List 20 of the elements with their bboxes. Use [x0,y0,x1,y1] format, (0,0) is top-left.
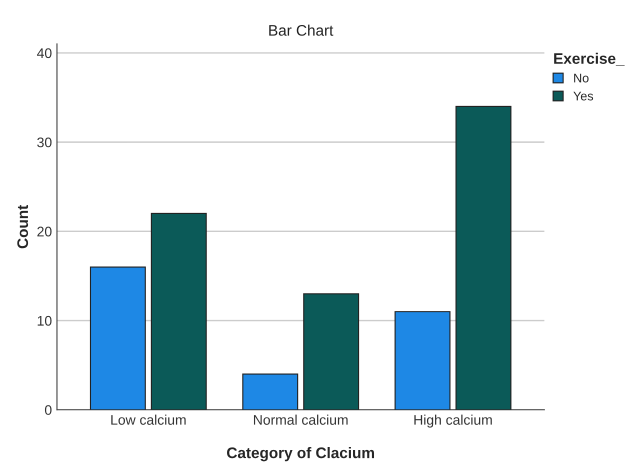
legend-label: Yes [573,92,594,100]
bar [455,106,512,410]
bar [242,374,298,410]
y-tick-label: 40 [36,48,52,58]
bar [90,266,146,410]
chart-title: Bar Chart [269,24,334,36]
y-axis-title: Count [17,204,28,248]
bar [394,311,450,410]
x-axis-title: Category of Clacium [227,447,374,462]
legend-label: No [574,74,589,82]
y-tick-label: 20 [37,226,52,236]
x-tick-label: Low calcium [111,414,186,425]
y-tick-label: 10 [38,316,52,326]
y-tick-label: 0 [44,405,52,415]
bar [150,212,207,410]
x-tick-label: Normal calcium [254,414,348,425]
y-tick-label: 30 [37,137,52,148]
legend-title: Exercise_ [554,52,625,66]
x-tick-label: High calcium [414,414,492,428]
bar [303,293,360,410]
